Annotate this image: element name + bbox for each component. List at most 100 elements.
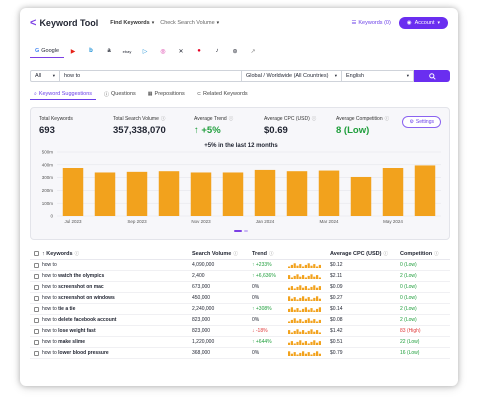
- chart-bar[interactable]: [158, 171, 180, 216]
- location-select[interactable]: Global / Worldwide (All Countries) ▾: [242, 70, 342, 82]
- select-all-checkbox[interactable]: [33, 251, 39, 256]
- platform-tab-trends[interactable]: ↗: [244, 44, 262, 58]
- info-icon[interactable]: ⓘ: [384, 116, 390, 121]
- tab-keyword-suggestions[interactable]: ⌕ Keyword Suggestions: [30, 88, 97, 100]
- app-logo[interactable]: < Keyword Tool: [30, 17, 98, 29]
- nav-find-keywords[interactable]: Find Keywords ▾: [110, 20, 154, 26]
- chart-bar[interactable]: [190, 172, 212, 216]
- info-icon[interactable]: ⓘ: [434, 250, 439, 256]
- table-row[interactable]: how to delete facebook account 823,000 0% $…: [30, 315, 450, 326]
- info-icon[interactable]: ⓘ: [160, 116, 166, 121]
- platform-tab-amazon[interactable]: a: [100, 44, 118, 58]
- platform-tab-play-store[interactable]: ▷: [136, 44, 154, 58]
- platform-tab-x[interactable]: ✕: [172, 44, 190, 58]
- keyword-cell[interactable]: how to lower blood pressure: [42, 350, 192, 356]
- table-row[interactable]: how to make slime 1,220,000 ↑ +644% $0.51 22…: [30, 337, 450, 348]
- platform-tab-app-store[interactable]: ⊛: [226, 44, 244, 58]
- info-icon[interactable]: ⓘ: [268, 250, 274, 256]
- row-checkbox[interactable]: [33, 273, 39, 279]
- platform-tab-ebay[interactable]: ebay: [118, 44, 136, 58]
- tab-questions[interactable]: ⓘ Questions: [100, 88, 140, 100]
- table-row[interactable]: how to screenshot on mac 673,000 0% $0.09 0 …: [30, 282, 450, 293]
- header-search-volume[interactable]: Search Volume ⓘ: [192, 251, 252, 257]
- row-checkbox[interactable]: [33, 317, 39, 323]
- row-checkbox[interactable]: [33, 306, 39, 312]
- platform-tab-instagram[interactable]: ◎: [154, 44, 172, 58]
- gear-icon: ⚙: [409, 119, 414, 125]
- chart-bar[interactable]: [350, 176, 372, 216]
- chart-bar[interactable]: [222, 172, 244, 216]
- chart-bar[interactable]: [414, 165, 436, 216]
- chart-bar[interactable]: [318, 170, 340, 216]
- sparkline-bar: [304, 277, 307, 279]
- info-icon[interactable]: ⓘ: [74, 250, 80, 256]
- chart-bar[interactable]: [286, 171, 308, 216]
- keyword-cell[interactable]: how to tie a tie: [42, 306, 192, 312]
- sparkline-bar: [318, 277, 321, 279]
- header-trend[interactable]: Trend ⓘ: [252, 251, 330, 257]
- sparkline-bar: [299, 276, 302, 279]
- row-checkbox[interactable]: [33, 350, 39, 356]
- keyword-cell[interactable]: how to: [42, 262, 192, 268]
- tab-related-keywords[interactable]: ⊂ Related Keywords: [193, 88, 252, 100]
- table-row[interactable]: how to 4,090,000 ↑ +233% $0.12 0 (Low): [30, 260, 450, 271]
- keyword-cell[interactable]: how to lose weight fast: [42, 328, 192, 334]
- search-input[interactable]: how to: [60, 70, 242, 82]
- platform-tab-pinterest[interactable]: ●: [190, 44, 208, 58]
- platform-tab-bing[interactable]: b: [82, 44, 100, 58]
- pagination-dot-active[interactable]: [234, 230, 242, 232]
- keyword-cell[interactable]: how to delete facebook account: [42, 317, 192, 323]
- y-tick-label: 500m: [42, 150, 54, 155]
- keyword-cell[interactable]: how to watch the olympics: [42, 273, 192, 279]
- keyword-cell[interactable]: how to screenshot on mac: [42, 284, 192, 290]
- sparkline-bar: [288, 321, 291, 323]
- sparkline-bar: [299, 264, 302, 268]
- chart-bar[interactable]: [62, 168, 84, 216]
- tab-prepositions[interactable]: ▦ Prepositions: [144, 88, 189, 100]
- sparkline-bar: [290, 264, 293, 268]
- language-select[interactable]: English ▾: [342, 70, 414, 82]
- table-row[interactable]: how to screenshot on windows 450,000 0% $0.…: [30, 293, 450, 304]
- chart-bar[interactable]: [254, 169, 276, 216]
- keywords-list-button[interactable]: ☰ Keywords (0): [351, 20, 390, 26]
- chart-bar[interactable]: [126, 171, 148, 216]
- chart-bar[interactable]: [94, 172, 116, 216]
- sparkline-bar: [313, 310, 316, 312]
- header-keywords[interactable]: ↑ Keywords ⓘ: [42, 251, 192, 257]
- top-header: < Keyword Tool Find Keywords ▾ Check Sea…: [20, 8, 458, 38]
- chart-bar[interactable]: [382, 168, 404, 216]
- info-icon[interactable]: ⓘ: [228, 116, 234, 121]
- platform-tab-google[interactable]: G Google: [30, 44, 64, 58]
- sparkline-bar: [316, 266, 319, 268]
- settings-button[interactable]: ⚙ Settings: [402, 116, 441, 128]
- info-icon[interactable]: ⓘ: [311, 116, 317, 121]
- keyword-cell[interactable]: how to make slime: [42, 339, 192, 345]
- pagination-dot[interactable]: [244, 230, 248, 232]
- sparkline-bar: [313, 264, 316, 268]
- row-checkbox[interactable]: [33, 284, 39, 290]
- search-button[interactable]: [414, 70, 450, 82]
- table-row[interactable]: how to lose weight fast 823,000 ↓ -18% $1.4…: [30, 326, 450, 337]
- sparkline-bar: [316, 351, 319, 356]
- sparkline-bar: [310, 299, 313, 301]
- platform-tab-youtube[interactable]: ▶: [64, 44, 82, 58]
- info-icon[interactable]: ⓘ: [383, 250, 388, 256]
- platform-tab-tiktok[interactable]: ♪: [208, 44, 226, 58]
- keyword-cell[interactable]: how to screenshot on windows: [42, 295, 192, 301]
- info-icon[interactable]: ⓘ: [233, 250, 238, 256]
- search-type-select[interactable]: All ▾: [30, 70, 60, 82]
- table-row[interactable]: how to watch the olympics 2,400 ↑ +6,636% $…: [30, 271, 450, 282]
- table-row[interactable]: how to tie a tie 2,240,000 ↑ +308% $0.14 2 (…: [30, 304, 450, 315]
- table-row[interactable]: how to lower blood pressure 368,000 0% $0.7…: [30, 348, 450, 359]
- account-button[interactable]: ◉ Account ▾: [398, 17, 448, 29]
- nav-find-keywords-label: Find Keywords: [110, 20, 150, 26]
- header-cpc[interactable]: Average CPC (USD) ⓘ: [330, 251, 400, 257]
- row-checkbox[interactable]: [33, 339, 39, 345]
- header-competition[interactable]: Competition ⓘ: [400, 251, 450, 257]
- row-checkbox[interactable]: [33, 295, 39, 301]
- row-checkbox[interactable]: [33, 328, 39, 334]
- sparkline-bar: [307, 263, 310, 268]
- sparkline-bar: [318, 319, 321, 323]
- row-checkbox[interactable]: [33, 262, 39, 268]
- nav-check-search-volume[interactable]: Check Search Volume ▾: [160, 20, 219, 26]
